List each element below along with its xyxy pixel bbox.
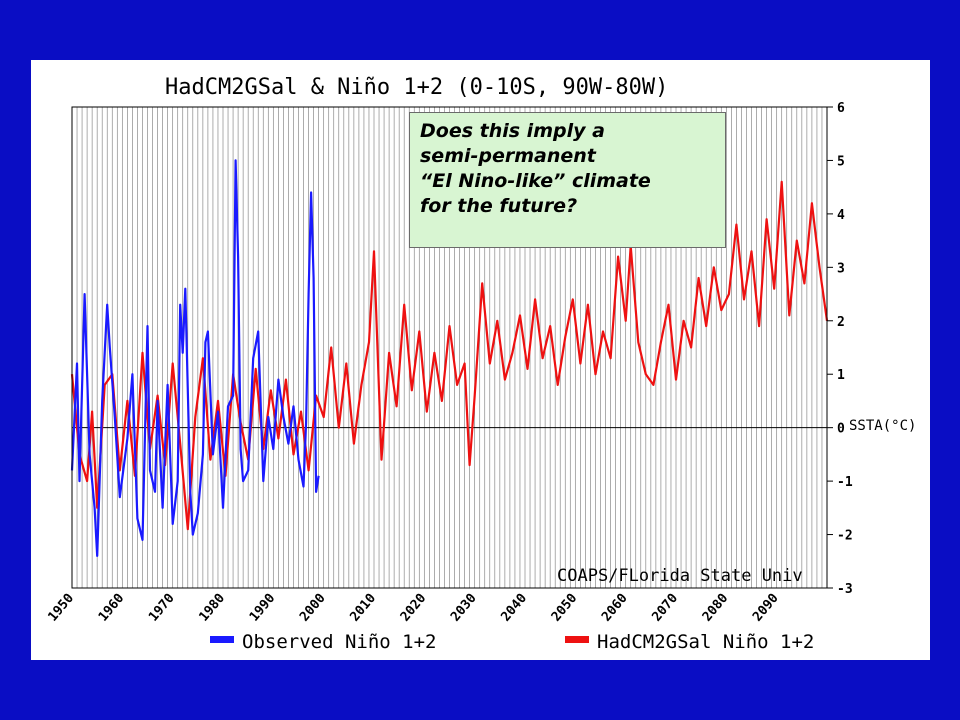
- x-tick-label: 2050: [549, 591, 581, 625]
- legend-model-label: HadCM2GSal Niño 1+2: [597, 631, 814, 653]
- x-tick-label: 2070: [649, 591, 681, 625]
- legend: Observed Niño 1+2 HadCM2GSal Niño 1+2: [210, 631, 814, 653]
- y-axis-label: SSTA(°C): [849, 418, 916, 434]
- x-tick-label: 2060: [599, 591, 631, 625]
- legend-observed-label: Observed Niño 1+2: [242, 631, 436, 653]
- y-tick-label: 3: [837, 261, 845, 276]
- callout-line-1: Does this imply a: [420, 120, 605, 142]
- x-tick-label: 1980: [196, 591, 228, 625]
- y-tick-label: 5: [837, 154, 845, 169]
- series-layer: [70, 159, 829, 557]
- x-tick-label: 2010: [347, 591, 379, 625]
- legend-model-swatch: [565, 636, 589, 643]
- x-tick-label: 1950: [45, 591, 77, 625]
- y-tick-label: 4: [837, 208, 845, 223]
- y-tick-label: -3: [837, 582, 853, 597]
- y-tick-label: 6: [837, 101, 845, 116]
- credit-text: COAPS/FLorida State Univ: [557, 566, 803, 586]
- legend-observed-swatch: [210, 636, 234, 643]
- x-tick-label: 2080: [700, 591, 732, 625]
- callout-line-3: “El Nino-like” climate: [420, 170, 651, 192]
- x-tick-label: 1970: [146, 591, 178, 625]
- callout-box: Does this imply a semi-permanent “El Nin…: [409, 112, 726, 248]
- chart-panel: HadCM2GSal & Niño 1+2 (0-10S, 90W-80W) 6…: [31, 60, 930, 660]
- callout-line-2: semi-permanent: [420, 145, 596, 167]
- callout-line-4: for the future?: [420, 195, 578, 217]
- x-tick-label: 2020: [398, 591, 430, 625]
- chart-title: HadCM2GSal & Niño 1+2 (0-10S, 90W-80W): [165, 75, 668, 100]
- y-tick-label: 0: [837, 422, 845, 437]
- x-tick-label: 2090: [750, 591, 782, 625]
- y-tick-label: 2: [837, 315, 845, 330]
- series-line-1: [70, 180, 829, 531]
- x-axis: 1950 1960 1970 1980 1990 2000 2010 2020 2030 2040…: [45, 591, 781, 625]
- x-tick-label: 2040: [498, 591, 530, 625]
- x-tick-label: 1960: [96, 591, 128, 625]
- plot-frame: [71, 106, 828, 589]
- series-line-0: [70, 159, 320, 557]
- x-tick-label: 2000: [297, 591, 329, 625]
- y-tick-label: -2: [837, 529, 853, 544]
- y-axis: 6 5 4 3 2 1 0 -1 -2 -3: [827, 101, 853, 597]
- x-tick-label: 1990: [247, 591, 279, 625]
- y-tick-label: -1: [837, 475, 853, 490]
- x-tick-label: 2030: [448, 591, 480, 625]
- y-tick-label: 1: [837, 368, 845, 383]
